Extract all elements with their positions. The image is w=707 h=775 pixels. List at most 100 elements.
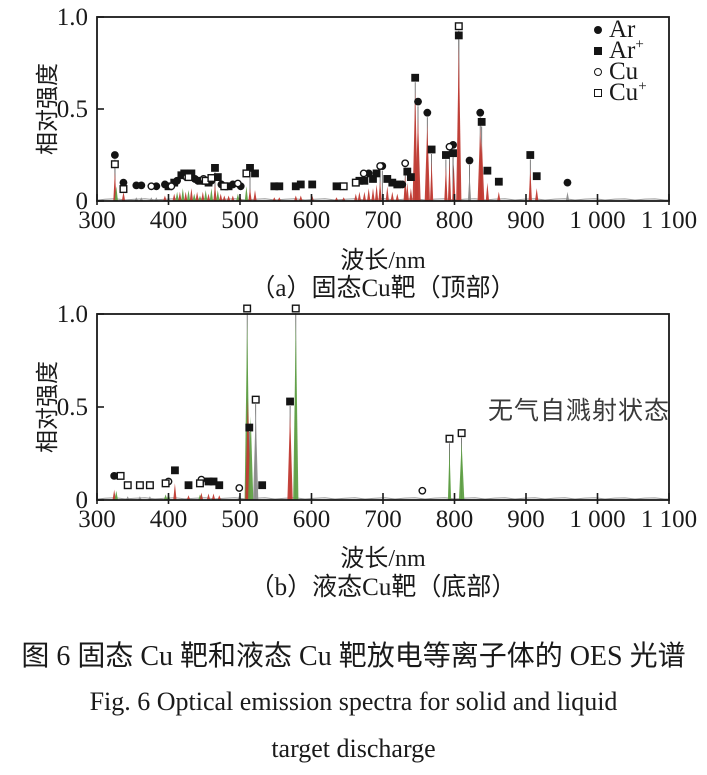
spectrum-peak bbox=[114, 490, 118, 500]
spectrum-peak bbox=[485, 182, 489, 201]
y-tick-label: 0 bbox=[76, 188, 89, 215]
marker-cu-ion bbox=[291, 304, 300, 313]
marker-ar-ion bbox=[258, 481, 267, 490]
marker-ar-ion bbox=[532, 172, 541, 181]
spectrum-peak bbox=[236, 193, 240, 201]
legend: Ar Ar+ Cu Cu+ bbox=[594, 17, 647, 105]
marker-ar-ion bbox=[270, 182, 279, 191]
y-tick-label: 0 bbox=[76, 487, 89, 514]
marker-ar-ion bbox=[251, 169, 259, 178]
spectrum-peak bbox=[206, 493, 211, 500]
spectrum-peak bbox=[184, 191, 188, 201]
spectrum-peak bbox=[222, 195, 226, 201]
marker-stems bbox=[246, 313, 463, 500]
data-markers bbox=[110, 304, 466, 495]
marker-cu-ion bbox=[161, 479, 170, 488]
marker-ar-ion bbox=[246, 164, 254, 172]
spectrum-peak bbox=[201, 191, 205, 201]
marker-cu bbox=[235, 484, 244, 492]
marker-cu-ion bbox=[145, 481, 154, 490]
marker-ar-ion bbox=[360, 176, 369, 185]
marker-cu bbox=[147, 182, 156, 191]
spectrum-peak bbox=[456, 44, 462, 201]
marker-ar-ion bbox=[171, 466, 179, 475]
marker-ar-ion bbox=[483, 166, 492, 175]
spectrum-peak bbox=[178, 191, 182, 201]
spectrum-peak bbox=[114, 186, 118, 201]
marker-ar-ion bbox=[494, 177, 503, 186]
marker-ar-ion bbox=[477, 118, 486, 126]
spectrum-peak bbox=[199, 492, 203, 500]
spectrum-peak bbox=[452, 164, 456, 201]
open-circle-icon bbox=[594, 67, 602, 76]
spectrum-peak bbox=[126, 496, 130, 500]
x-tick-label: 600 bbox=[293, 506, 331, 533]
spectrum-peak bbox=[189, 188, 193, 201]
marker-ar-ion bbox=[403, 167, 412, 176]
spectrum-peak bbox=[227, 195, 231, 201]
marker-cu-ion bbox=[445, 434, 454, 443]
spectrum-peak bbox=[139, 197, 143, 201]
filled-square-icon bbox=[594, 46, 602, 55]
filled-circle-icon bbox=[594, 25, 602, 34]
spectrum-peak bbox=[342, 197, 346, 201]
spectrum-peak bbox=[138, 496, 142, 500]
spectrum-peak bbox=[149, 197, 153, 201]
x-tick-label: 500 bbox=[221, 506, 259, 533]
marker-ar-ion bbox=[184, 481, 193, 490]
y-tick-label: 0.5 bbox=[57, 96, 88, 123]
y-axis-ticks: 0 0.5 1.0 bbox=[57, 4, 104, 215]
marker-ar-ion bbox=[180, 169, 189, 178]
spectrum-peak bbox=[163, 195, 167, 201]
x-axis-ticks: 300 400 500 600 700 800 900 1 000 1 100 bbox=[78, 194, 697, 234]
marker-ar bbox=[119, 178, 128, 187]
spectrum-peak bbox=[497, 191, 501, 201]
x-tick-label: 700 bbox=[364, 207, 402, 234]
spectrum-peak bbox=[198, 195, 202, 201]
spectrum-peak bbox=[121, 191, 126, 201]
y-tick-label: 1.0 bbox=[57, 4, 88, 31]
marker-cu-ion bbox=[454, 22, 463, 31]
marker-cu-ion bbox=[351, 178, 360, 187]
marker-ar bbox=[414, 97, 422, 106]
x-tick-label: 1 000 bbox=[569, 207, 625, 234]
marker-ar bbox=[137, 181, 146, 190]
spectrum-peak bbox=[405, 182, 409, 201]
spectrum-peak bbox=[209, 188, 213, 201]
spectrum-peak bbox=[181, 188, 185, 201]
x-tick-label: 400 bbox=[150, 207, 188, 234]
x-tick-label: 1 100 bbox=[641, 506, 697, 533]
x-tick-label: 900 bbox=[507, 506, 545, 533]
x-tick-label: 300 bbox=[78, 506, 116, 533]
marker-cu-ion bbox=[243, 304, 252, 313]
marker-stems bbox=[114, 30, 531, 201]
x-tick-label: 600 bbox=[293, 207, 331, 234]
marker-cu-ion bbox=[135, 481, 144, 490]
y-tick-label: 0.5 bbox=[57, 394, 88, 421]
marker-cu-ion bbox=[207, 174, 216, 183]
spectrum-peak bbox=[173, 483, 177, 500]
marker-ar bbox=[563, 178, 572, 187]
spectrum-peak bbox=[535, 188, 539, 201]
spectrum-peak bbox=[447, 447, 452, 500]
marker-ar-ion bbox=[526, 151, 535, 159]
marker-ar bbox=[476, 108, 485, 117]
marker-ar-ion bbox=[215, 481, 224, 490]
y-axis-ticks: 0 0.5 1.0 bbox=[57, 301, 104, 514]
marker-ar-ion bbox=[224, 182, 233, 191]
marker-ar-ion bbox=[204, 477, 213, 486]
marker-ar-ion bbox=[245, 423, 254, 432]
spectrum-peak bbox=[175, 191, 179, 201]
spectrum-peak bbox=[248, 188, 252, 201]
x-axis-label-b: 波长/nm bbox=[340, 546, 426, 572]
spectrum-peak bbox=[334, 197, 339, 201]
spectrum-peak bbox=[378, 180, 382, 201]
x-axis-ticks: 300 400 500 600 700 800 900 1 000 1 100 bbox=[78, 493, 697, 533]
legend-label: Cu bbox=[609, 58, 639, 85]
spectrum-peak bbox=[362, 191, 366, 201]
spectrum-peak bbox=[357, 191, 361, 201]
marker-cu bbox=[418, 486, 427, 495]
spectrum-peak bbox=[415, 116, 421, 201]
